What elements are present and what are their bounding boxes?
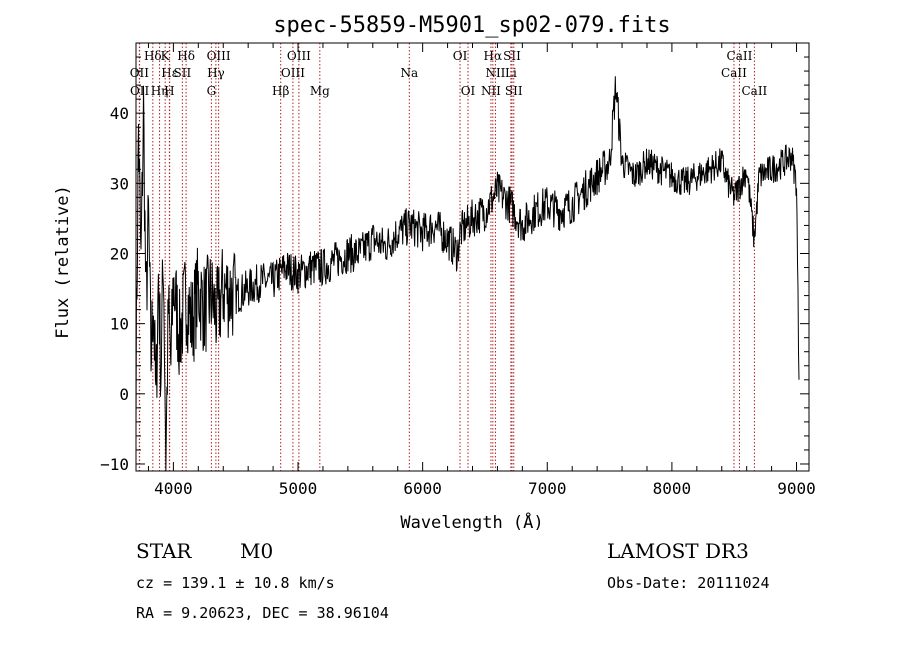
plot-frame — [135, 42, 810, 472]
object-type: STAR — [136, 539, 192, 563]
line-label: OII — [130, 66, 150, 80]
line-label: CaII — [741, 84, 767, 98]
coordinates-readout: RA = 9.20623, DEC = 38.96104 — [136, 604, 389, 622]
x-tick-label: 4000 — [154, 479, 193, 498]
y-tick-label: 30 — [110, 174, 129, 193]
line-label: OIII — [207, 49, 231, 63]
spectrum-line — [135, 76, 800, 472]
spectrum-series — [135, 76, 800, 472]
y-axis-label: Flux (relative) — [53, 185, 73, 339]
x-tick-label: 8000 — [653, 479, 692, 498]
line-label: OII — [130, 84, 150, 98]
y-tick-label: 20 — [110, 244, 129, 263]
line-label: CaII — [721, 66, 747, 80]
x-tick-label: 6000 — [403, 479, 442, 498]
y-tick-label: 40 — [110, 104, 129, 123]
line-label: Hβ — [272, 84, 289, 98]
line-label: Mg — [310, 84, 330, 98]
line-label: SII — [174, 66, 192, 80]
line-label: Hη — [151, 84, 169, 98]
y-tick-label: 10 — [110, 315, 129, 334]
x-tick-label: 9000 — [777, 479, 816, 498]
line-label: OI — [453, 49, 468, 63]
line-label: OIII — [287, 49, 311, 63]
line-label: OIII — [281, 66, 305, 80]
y-axis: −10 0 10 20 30 40 — [100, 56, 809, 474]
object-subclass: M0 — [240, 539, 274, 563]
chart-title: spec-55859-M5901_sp02-079.fits — [273, 13, 670, 38]
observation-date: Obs-Date: 20111024 — [607, 574, 770, 592]
line-label: SII — [505, 84, 523, 98]
line-label: NII — [485, 66, 505, 80]
line-label: SII — [503, 49, 521, 63]
line-label: Na — [400, 66, 418, 80]
x-tick-label: 5000 — [279, 479, 318, 498]
x-axis: 4000 5000 6000 7000 8000 9000 — [147, 43, 816, 498]
redshift-readout: cz = 139.1 ± 10.8 km/s — [136, 574, 335, 592]
line-label: H — [164, 84, 174, 98]
line-label: Hε — [161, 66, 178, 80]
y-tick-label: −10 — [100, 455, 129, 474]
line-label: CaII — [727, 49, 753, 63]
x-axis-label: Wavelength (Å) — [400, 511, 543, 533]
x-tick-label: 7000 — [528, 479, 567, 498]
line-label: Hγ — [207, 66, 225, 80]
y-tick-label: 0 — [119, 385, 129, 404]
line-label: Hδ — [144, 49, 162, 63]
line-label: G — [207, 84, 217, 98]
line-label: Hδ — [177, 49, 195, 63]
line-label: K — [161, 49, 171, 63]
line-label: Hα — [484, 49, 503, 63]
line-label: Li — [505, 66, 517, 80]
survey-name: LAMOST DR3 — [607, 539, 749, 563]
line-label: NII — [481, 84, 501, 98]
line-label: OI — [461, 84, 476, 98]
